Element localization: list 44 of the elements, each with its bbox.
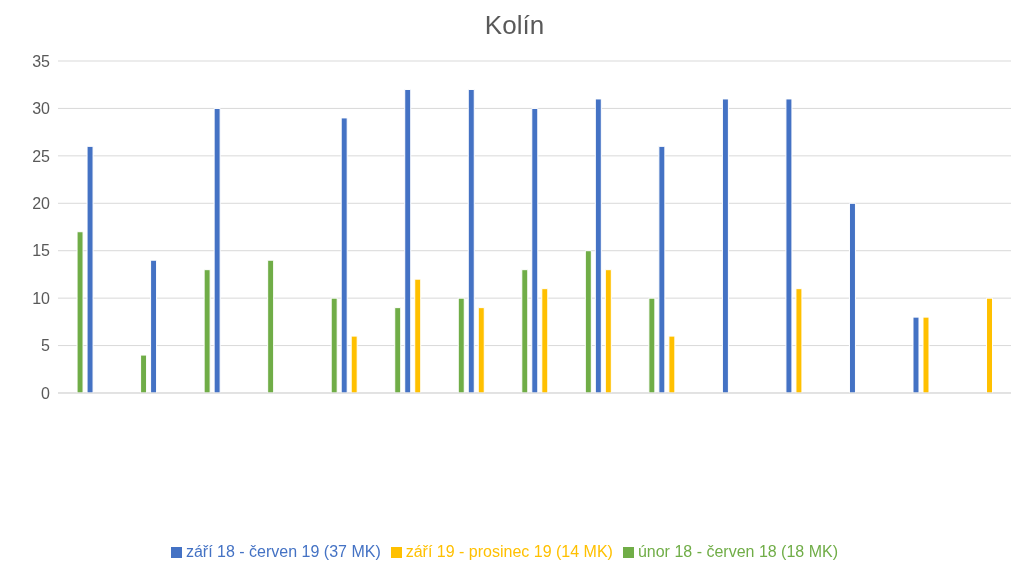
bar [848, 202, 856, 393]
bar [414, 278, 422, 393]
bar [531, 107, 539, 393]
bar [604, 269, 612, 393]
bar [477, 307, 485, 393]
bar [330, 297, 338, 393]
y-tick-label: 20 [32, 194, 51, 212]
bar [648, 297, 656, 393]
bar [795, 288, 803, 393]
bar [721, 98, 729, 393]
bar [521, 269, 529, 393]
y-tick-label: 25 [32, 147, 51, 165]
bar [213, 107, 221, 393]
bar [150, 259, 158, 393]
bar [350, 335, 358, 393]
bar [76, 231, 84, 393]
bar [203, 269, 211, 393]
y-tick-label: 15 [32, 242, 51, 260]
bar [86, 145, 94, 393]
bar [912, 316, 920, 393]
bar [457, 297, 465, 393]
bar [467, 88, 475, 393]
y-tick-label: 5 [41, 337, 51, 355]
legend-label: únor 18 - červen 18 (18 MK) [637, 543, 839, 560]
bar [340, 117, 348, 393]
legend-label: září 18 - červen 19 (37 MK) [185, 543, 381, 560]
bar [584, 250, 592, 393]
bar [594, 98, 602, 393]
bar [986, 297, 994, 393]
bar [541, 288, 549, 393]
bar [404, 88, 412, 393]
bar [922, 316, 930, 393]
bar [394, 307, 402, 393]
chart-title: Kolín [483, 10, 546, 41]
bar [658, 145, 666, 393]
y-tick-label: 10 [32, 289, 51, 307]
legend-label: září 19 - prosinec 19 (14 MK) [405, 543, 613, 560]
y-tick-label: 0 [41, 384, 51, 402]
bar [785, 98, 793, 393]
bar [140, 354, 148, 393]
bar [267, 259, 275, 393]
y-tick-label: 30 [32, 100, 51, 118]
y-tick-label: 35 [32, 52, 51, 70]
bar [668, 335, 676, 393]
